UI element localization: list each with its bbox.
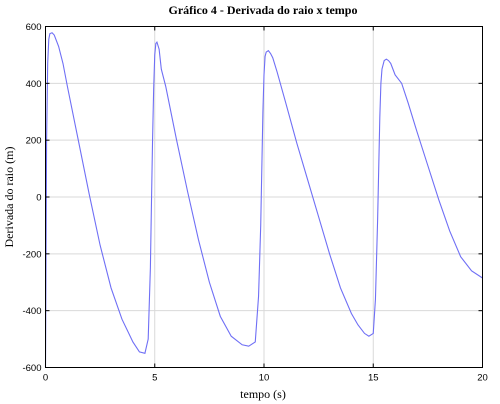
y-tick-label: -400 <box>22 306 41 317</box>
series-layer <box>44 32 483 368</box>
chart-title: Gráfico 4 - Derivada do raio x tempo <box>169 3 358 17</box>
x-tick-label: 0 <box>43 373 48 384</box>
x-tick-label: 10 <box>259 373 270 384</box>
x-tick-label: 20 <box>477 373 488 384</box>
y-tick-label: -200 <box>22 249 41 260</box>
y-tick-label: 600 <box>26 22 42 33</box>
x-axis-label: tempo (s) <box>240 387 286 401</box>
y-tick-label: -600 <box>22 363 41 374</box>
y-tick-label: 200 <box>26 136 42 147</box>
x-tick-label: 15 <box>368 373 379 384</box>
ticks: 0 5 10 15 20 -600 -400 -200 0 200 400 600 <box>22 22 487 384</box>
x-tick-label: 5 <box>152 373 157 384</box>
y-axis-label: Derivada do raio (m) <box>2 147 16 248</box>
y-tick-label: 400 <box>26 79 42 90</box>
y-tick-label: 0 <box>36 193 41 204</box>
series-line <box>44 32 483 368</box>
